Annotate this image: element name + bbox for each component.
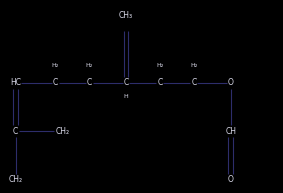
Text: CH: CH <box>225 127 236 136</box>
Text: O: O <box>228 175 233 184</box>
Text: CH₂: CH₂ <box>8 175 23 184</box>
Text: C: C <box>123 79 128 87</box>
Text: H: H <box>124 94 128 99</box>
Text: HC: HC <box>10 79 21 87</box>
Text: C: C <box>191 79 196 87</box>
Text: C: C <box>157 79 162 87</box>
Text: H₂: H₂ <box>85 63 93 68</box>
Text: C: C <box>87 79 92 87</box>
Text: O: O <box>228 79 233 87</box>
Text: C: C <box>53 79 58 87</box>
Text: H₂: H₂ <box>190 63 198 68</box>
Text: CH₂: CH₂ <box>55 127 69 136</box>
Text: C: C <box>13 127 18 136</box>
Text: H₂: H₂ <box>156 63 164 68</box>
Text: H₂: H₂ <box>52 63 59 68</box>
Text: CH₃: CH₃ <box>119 11 133 20</box>
